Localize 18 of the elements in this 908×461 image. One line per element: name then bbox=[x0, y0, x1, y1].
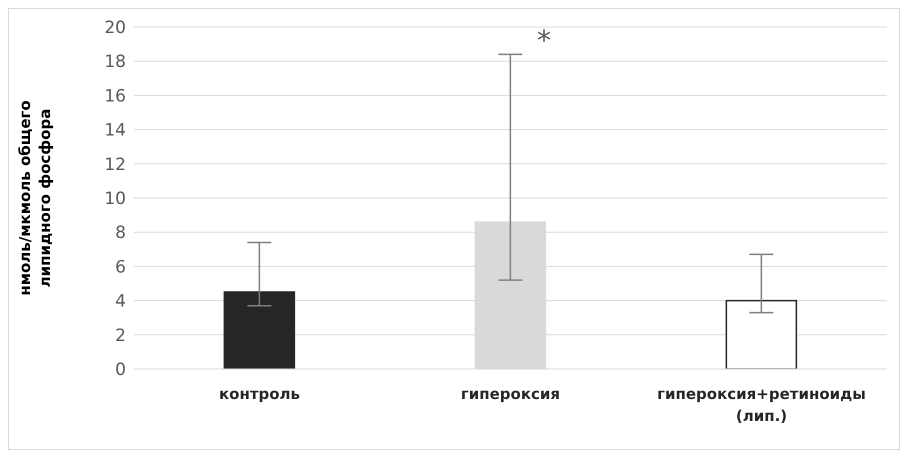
y-tick-label: 0 bbox=[115, 360, 126, 380]
annotation: * bbox=[536, 24, 552, 57]
y-axis-title: нмоль/мкмоль общего липидного фосфора bbox=[16, 100, 54, 296]
x-tick-label: гипероксия+ретиноиды (лип.) bbox=[657, 385, 866, 425]
y-tick-label: 6 bbox=[115, 257, 126, 278]
y-tick-label: 14 bbox=[104, 120, 126, 141]
y-tick-label: 20 bbox=[104, 18, 126, 38]
y-tick-label: 18 bbox=[104, 52, 126, 72]
x-tick-label: гипероксия bbox=[460, 385, 560, 403]
y-tick-label: 2 bbox=[115, 326, 126, 346]
x-tick-label: контроль bbox=[218, 385, 300, 403]
bar bbox=[224, 291, 296, 369]
y-tick-label: 4 bbox=[115, 292, 126, 312]
y-tick-label: 8 bbox=[115, 223, 126, 244]
y-tick-label: 16 bbox=[104, 86, 126, 106]
y-tick-label: 12 bbox=[104, 154, 126, 175]
bar bbox=[726, 300, 798, 369]
y-tick-label: 10 bbox=[104, 189, 126, 210]
